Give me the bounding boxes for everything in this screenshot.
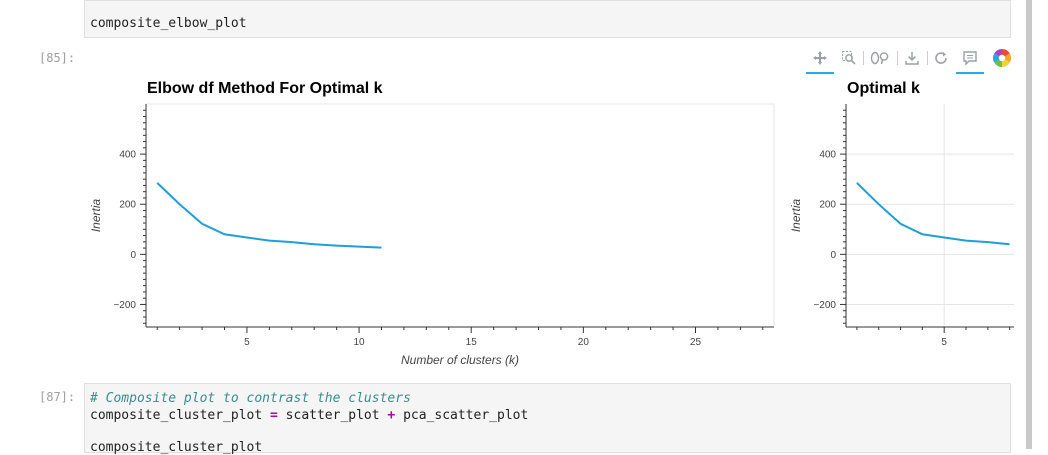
toolbar-separator — [863, 51, 864, 65]
y-tick-label: 200 — [819, 200, 836, 211]
x-tick-label: 25 — [690, 337, 702, 348]
bokeh-logo-icon[interactable] — [990, 46, 1014, 70]
series-line — [156, 182, 382, 249]
elbow-plot[interactable]: 400 200 0 −200 5 10 15 20 25 Inertia Number of clu… — [84, 98, 784, 388]
output-prompt: [85]: — [39, 51, 76, 65]
y-tick-label: 0 — [830, 250, 836, 261]
wheel-zoom-icon[interactable] — [868, 46, 892, 70]
toolbar-separator — [927, 51, 928, 65]
code-comment: # Composite plot to contrast the cluster… — [90, 391, 411, 406]
plot-title: Elbow df Method For Optimal k — [147, 80, 383, 97]
plot-title: Optimal k — [847, 80, 920, 97]
y-tick-label: −200 — [113, 300, 136, 311]
optimal-k-plot[interactable]: 400 200 0 −200 5 Inertia — [784, 98, 1016, 368]
series-line — [856, 182, 1010, 246]
save-icon[interactable] — [901, 46, 923, 70]
x-tick-label: 15 — [466, 337, 478, 348]
x-axis-label: Number of clusters (k) — [401, 353, 519, 367]
x-tick-label: 5 — [941, 337, 947, 348]
code-operator: + — [387, 408, 396, 423]
code-line: composite_cluster_plot — [90, 440, 263, 455]
plot-toolbar — [806, 46, 1016, 74]
y-tick-label: 400 — [119, 150, 136, 161]
code-line: composite_cluster_plot = scatter_plot + … — [90, 408, 528, 423]
x-tick-label: 5 — [244, 337, 250, 348]
y-tick-label: 400 — [819, 150, 836, 161]
x-tick-label: 10 — [354, 337, 366, 348]
y-axis-label: Inertia — [789, 199, 803, 233]
plot-frame — [145, 103, 775, 328]
input-prompt: [87]: — [39, 390, 76, 404]
y-tick-label: 200 — [119, 200, 136, 211]
code-line: composite_elbow_plot — [90, 16, 247, 31]
box-zoom-icon[interactable] — [838, 46, 860, 70]
y-axis-label: Inertia — [89, 199, 103, 233]
code-cell-composite[interactable]: # Composite plot to contrast the cluster… — [84, 383, 1011, 455]
reset-icon[interactable] — [930, 46, 952, 70]
x-tick-label: 20 — [578, 337, 590, 348]
hover-tool-icon[interactable] — [956, 46, 984, 74]
code-token: scatter_plot — [277, 408, 388, 423]
code-operator: = — [270, 408, 278, 423]
y-tick-label: 0 — [130, 250, 136, 261]
code-cell-top[interactable]: composite_elbow_plot — [84, 0, 1011, 38]
toolbar-separator — [897, 51, 898, 65]
pan-tool-icon[interactable] — [806, 46, 834, 74]
code-token: pca_scatter_plot — [395, 408, 529, 423]
code-token: composite_cluster_plot — [90, 408, 271, 423]
y-tick-label: −200 — [813, 300, 836, 311]
scrollbar[interactable] — [1026, 0, 1032, 449]
